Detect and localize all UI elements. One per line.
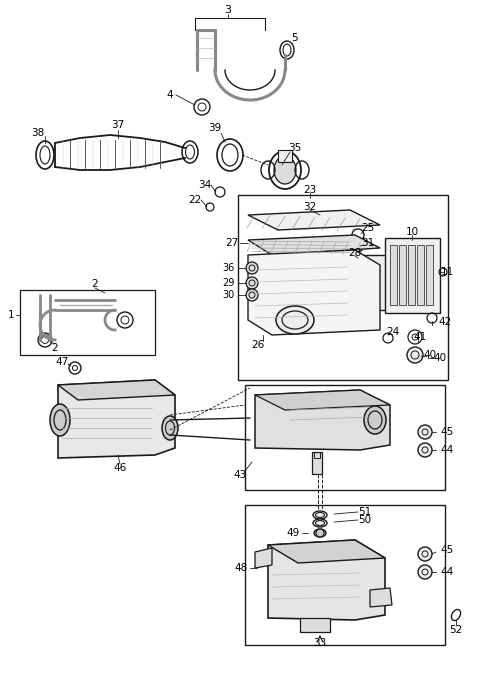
Bar — [238, 195, 448, 380]
Ellipse shape — [276, 306, 314, 334]
Text: 39: 39 — [208, 123, 222, 133]
Ellipse shape — [50, 404, 70, 436]
Circle shape — [246, 289, 258, 301]
Ellipse shape — [313, 519, 327, 527]
Bar — [278, 150, 292, 162]
Polygon shape — [58, 380, 175, 400]
Text: 36: 36 — [223, 263, 235, 273]
Text: 2: 2 — [52, 343, 58, 353]
Bar — [399, 245, 406, 305]
Text: 34: 34 — [198, 180, 212, 190]
Text: 45: 45 — [440, 545, 453, 555]
Bar — [417, 245, 424, 305]
Polygon shape — [248, 250, 380, 335]
Text: 48: 48 — [235, 563, 248, 573]
Text: 23: 23 — [303, 185, 317, 195]
Ellipse shape — [314, 529, 326, 537]
Circle shape — [407, 347, 423, 363]
Text: 3: 3 — [225, 5, 231, 15]
Text: 40: 40 — [423, 350, 437, 360]
Text: 46: 46 — [113, 463, 127, 473]
Polygon shape — [268, 540, 385, 563]
Text: 28: 28 — [348, 248, 361, 258]
Text: 38: 38 — [31, 128, 45, 138]
Bar — [385, 238, 440, 313]
Bar — [390, 245, 397, 305]
Bar — [314, 452, 320, 458]
Text: 47: 47 — [55, 357, 69, 367]
Circle shape — [316, 529, 324, 537]
Text: 32: 32 — [303, 202, 317, 212]
Text: 26: 26 — [252, 340, 264, 350]
Polygon shape — [268, 540, 385, 620]
Polygon shape — [248, 235, 380, 255]
Text: 40: 40 — [433, 353, 446, 363]
Text: 42: 42 — [438, 317, 452, 327]
Polygon shape — [300, 618, 330, 632]
Circle shape — [418, 443, 432, 457]
Polygon shape — [255, 548, 272, 568]
Circle shape — [418, 565, 432, 579]
Bar — [426, 245, 433, 305]
Text: 52: 52 — [449, 625, 463, 635]
Bar — [408, 245, 415, 305]
Polygon shape — [58, 380, 175, 458]
Circle shape — [246, 262, 258, 274]
Polygon shape — [255, 390, 390, 410]
Text: 11: 11 — [440, 267, 454, 277]
Bar — [245, 505, 445, 645]
Text: 29: 29 — [223, 278, 235, 288]
Text: 25: 25 — [361, 223, 374, 233]
Text: 30: 30 — [223, 290, 235, 300]
Text: 44: 44 — [440, 567, 453, 577]
Ellipse shape — [162, 416, 178, 440]
Bar — [20, 290, 155, 355]
Bar — [245, 385, 445, 490]
Text: 31: 31 — [361, 238, 374, 248]
Text: 44: 44 — [440, 445, 453, 455]
Text: 5: 5 — [292, 33, 298, 43]
Ellipse shape — [313, 511, 327, 519]
Polygon shape — [248, 210, 380, 230]
Text: 41: 41 — [413, 332, 427, 342]
Text: 22: 22 — [188, 195, 202, 205]
Text: 37: 37 — [111, 120, 125, 130]
Text: 24: 24 — [386, 327, 400, 337]
Circle shape — [418, 425, 432, 439]
Bar — [355, 255, 403, 310]
Bar — [312, 452, 322, 474]
Text: 45: 45 — [440, 427, 453, 437]
Text: 51: 51 — [359, 507, 372, 517]
Text: 27: 27 — [225, 238, 238, 248]
Text: 2: 2 — [92, 279, 98, 289]
Text: 49: 49 — [287, 528, 300, 538]
Ellipse shape — [274, 156, 296, 184]
Circle shape — [418, 547, 432, 561]
Text: 10: 10 — [406, 227, 419, 237]
Polygon shape — [370, 588, 392, 607]
Ellipse shape — [364, 406, 386, 434]
Text: 1: 1 — [7, 310, 14, 320]
Polygon shape — [255, 390, 390, 450]
Text: 4: 4 — [167, 90, 173, 100]
Circle shape — [246, 277, 258, 289]
Text: 33: 33 — [313, 638, 326, 648]
Text: 43: 43 — [233, 470, 247, 480]
Text: 50: 50 — [359, 515, 372, 525]
Text: 35: 35 — [288, 143, 301, 153]
